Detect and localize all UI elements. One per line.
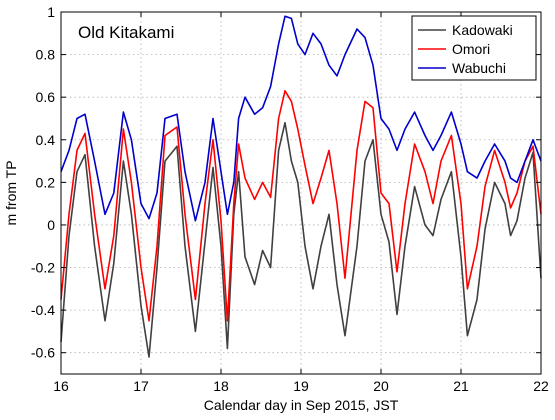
legend: Kadowaki Omori Wabuchi (411, 15, 537, 81)
legend-box (411, 15, 537, 81)
tick-layer: 16 17 18 19 20 21 22 -0.6 -0.4 -0.2 0 0.2 0.4 0.6 0.8 1 (31, 4, 549, 394)
x-tick-label: 22 (533, 378, 549, 394)
x-tick-label: 16 (53, 378, 69, 394)
series-line-wabuchi (60, 15, 542, 222)
y-tick-label: -0.4 (31, 302, 55, 318)
y-tick-label: -0.6 (31, 345, 55, 361)
legend-label-kadowaki: Kadowaki (452, 22, 513, 38)
x-tick-label: 19 (293, 378, 309, 394)
legend-label-omori: Omori (452, 41, 490, 57)
y-tick-label: 0.4 (36, 132, 56, 148)
x-tick-label: 21 (453, 378, 469, 394)
x-tick-label: 17 (133, 378, 149, 394)
x-axis-label: Calendar day in Sep 2015, JST (204, 397, 399, 413)
y-tick-label: 0.6 (36, 89, 56, 105)
x-tick-label: 18 (213, 378, 229, 394)
x-tick-label: 20 (373, 378, 389, 394)
y-tick-label: 0.2 (36, 174, 56, 190)
chart-annotation: Old Kitakami (78, 23, 174, 42)
y-axis-label: m from TP (3, 160, 19, 225)
y-tick-label: 1 (47, 4, 55, 20)
series-line-omori (60, 90, 542, 322)
y-tick-label: -0.2 (31, 260, 55, 276)
y-tick-label: 0 (47, 217, 55, 233)
series-layer (60, 15, 542, 358)
y-tick-label: 0.8 (36, 47, 56, 63)
legend-label-wabuchi: Wabuchi (452, 60, 506, 76)
series-line-kadowaki (60, 121, 542, 358)
